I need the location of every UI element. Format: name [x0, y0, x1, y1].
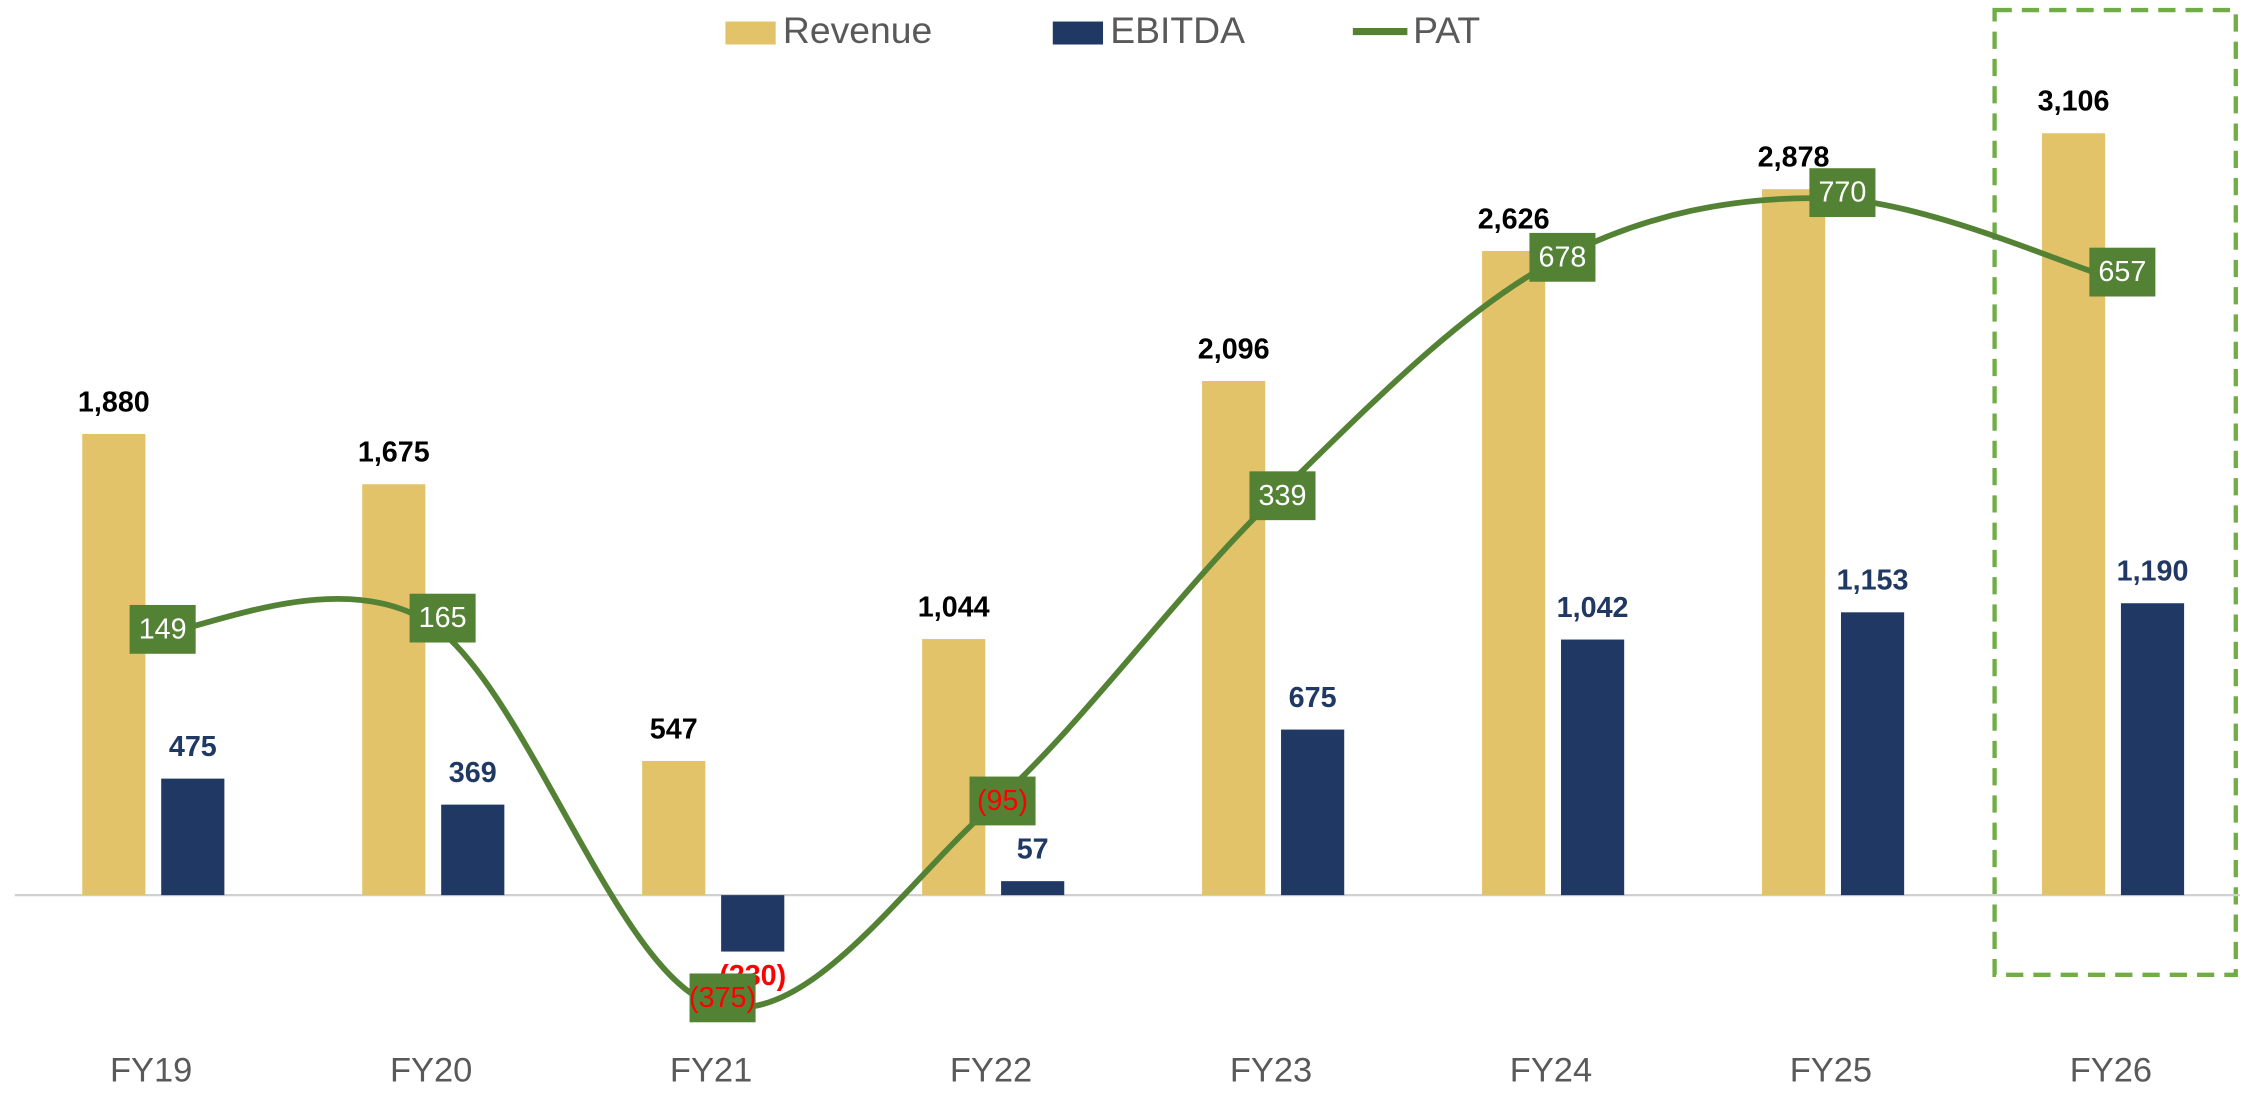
data-label: 1,044 [918, 591, 990, 623]
bar [1840, 612, 1905, 896]
data-label: 165 [419, 602, 467, 634]
bar [1202, 381, 1266, 896]
bar [362, 484, 426, 896]
data-label: 770 [1818, 177, 1866, 209]
data-label: 1,042 [1557, 592, 1629, 624]
legend-label: PAT [1413, 9, 1480, 51]
data-label: 1,880 [78, 386, 150, 418]
data-label: 547 [650, 713, 698, 745]
legend-swatch [725, 21, 776, 45]
line [150, 195, 2112, 1011]
label-box [689, 973, 756, 1023]
bar [721, 895, 785, 952]
label-box [1249, 471, 1316, 521]
data-label: 57 [1017, 834, 1049, 866]
x-tick-label: FY24 [1510, 1052, 1592, 1090]
x-tick-label: FY22 [950, 1052, 1032, 1090]
bar [82, 433, 146, 896]
label-box [409, 593, 476, 643]
data-label: 1,190 [2117, 556, 2189, 588]
x-tick-label: FY25 [1790, 1052, 1872, 1090]
data-label: 678 [1539, 241, 1587, 273]
legend-swatch [1052, 21, 1104, 45]
data-label: 339 [1259, 480, 1307, 512]
data-label: (375) [689, 982, 756, 1014]
highlight-box [1992, 7, 2238, 977]
bar [161, 778, 225, 896]
bar [922, 639, 986, 896]
bar [1281, 729, 1345, 896]
data-label: 149 [139, 613, 187, 645]
data-label: 2,096 [1198, 333, 1270, 365]
label-box [969, 776, 1036, 826]
legend-label: Revenue [783, 9, 932, 51]
data-label: 1,153 [1837, 565, 1909, 597]
bar [1482, 250, 1546, 896]
x-tick-label: FY19 [110, 1052, 192, 1090]
bar [1561, 639, 1625, 896]
label-box [1529, 232, 1596, 282]
bar [1762, 189, 1826, 896]
bar [642, 760, 706, 896]
data-label: 675 [1289, 682, 1337, 714]
label-box [2089, 247, 2156, 297]
data-label: 1,675 [358, 437, 430, 469]
data-label: (95) [977, 785, 1028, 817]
data-label: 475 [169, 731, 217, 763]
label-box [129, 604, 196, 654]
bar [2041, 133, 2106, 896]
data-label: 369 [449, 757, 497, 789]
bar [2120, 603, 2185, 896]
label-box [1809, 168, 1876, 218]
x-tick-label: FY26 [2070, 1052, 2152, 1090]
data-label: 2,626 [1478, 203, 1550, 235]
x-tick-label: FY21 [670, 1052, 752, 1090]
data-label: 3,106 [2038, 86, 2110, 118]
x-tick-label: FY23 [1230, 1052, 1312, 1090]
data-label: 657 [2098, 256, 2146, 288]
bar [1001, 881, 1065, 896]
legend-label: EBITDA [1110, 9, 1245, 51]
x-tick-label: FY20 [390, 1052, 472, 1090]
bar [441, 804, 505, 896]
